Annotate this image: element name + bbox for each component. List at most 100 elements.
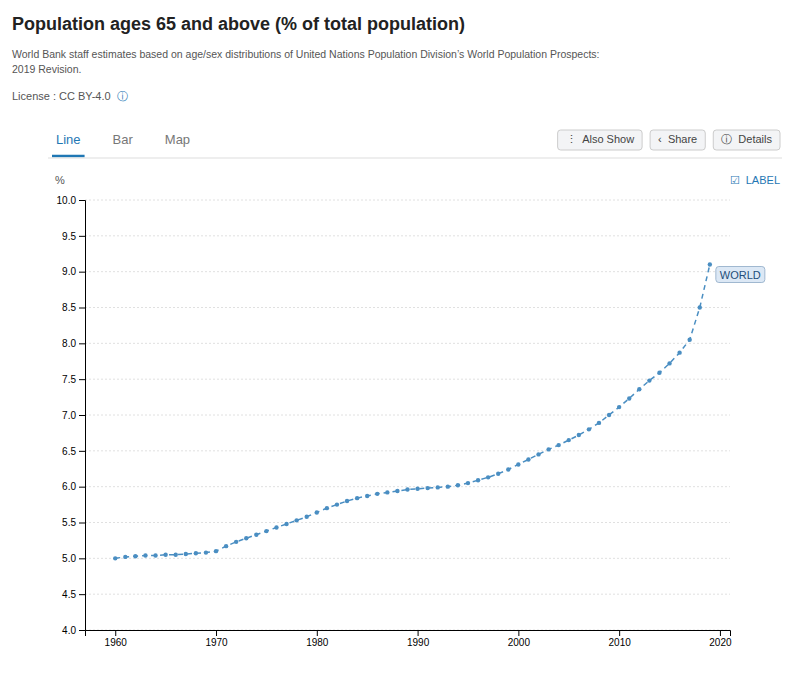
point	[536, 452, 540, 456]
point	[335, 502, 339, 506]
grid-line	[85, 235, 730, 236]
y-tick-label: 6.0	[62, 481, 76, 492]
y-tick-mark	[79, 594, 85, 595]
x-tick-mark	[317, 630, 318, 636]
point	[294, 518, 298, 522]
x-tick-mark	[619, 630, 620, 636]
y-axis-line	[79, 201, 86, 631]
x-tick-label: 1980	[306, 637, 329, 648]
y-tick-label: 5.5	[62, 517, 76, 528]
button: ⓘ Details	[713, 130, 780, 150]
point	[234, 540, 238, 544]
point	[264, 529, 268, 533]
tab: Bar	[113, 132, 134, 147]
x-tick: 2020	[709, 630, 732, 648]
y-tick-mark	[79, 379, 85, 380]
point	[698, 305, 702, 309]
y-tick: 8.0	[62, 338, 85, 349]
point	[667, 361, 671, 365]
point	[657, 371, 661, 375]
point	[627, 396, 631, 400]
annotation: WORLD	[716, 267, 765, 283]
x-tick: 1990	[407, 630, 430, 648]
point	[415, 487, 419, 491]
x-axis-line	[86, 631, 731, 637]
point	[486, 475, 490, 479]
y-tick-mark	[79, 630, 85, 631]
x-tick: 1980	[306, 630, 329, 648]
point	[577, 433, 581, 437]
y-tick-mark	[79, 523, 85, 524]
y-tick-label: 8.5	[62, 302, 76, 313]
license: License : CC BY-4.0	[12, 90, 111, 102]
y-tick: 7.0	[62, 410, 85, 421]
y-tick-label: 10.0	[57, 195, 77, 206]
point	[677, 350, 681, 354]
y-tick: 6.5	[62, 446, 85, 457]
x-tick-label: 2000	[508, 637, 531, 648]
y-tick-label: 4.5	[62, 589, 76, 600]
y-axis: 4.0 4.5 5.0 5.5 6.0 6.5 7.0 7.5 8.0 8.5 9.0 9.5 10.0	[57, 195, 86, 636]
point	[405, 487, 409, 491]
point	[355, 496, 359, 500]
y-tick-mark	[79, 558, 85, 559]
button-label: ⋮ Also Show	[566, 133, 635, 145]
point	[365, 494, 369, 498]
point	[174, 553, 178, 557]
x-tick: 1970	[205, 630, 228, 648]
point	[607, 413, 611, 417]
point	[214, 549, 218, 553]
x-tick-label: 1990	[407, 637, 430, 648]
button-box	[558, 130, 642, 150]
license-icon: ⓘ	[117, 90, 128, 102]
y-tick: 4.5	[62, 589, 85, 600]
point	[556, 443, 560, 447]
y-axis-label: %	[55, 174, 65, 186]
point	[244, 536, 248, 540]
y-tick-mark	[79, 200, 85, 201]
point	[184, 552, 188, 556]
y-tick: 9.0	[62, 266, 85, 277]
x-tick-mark	[720, 630, 721, 636]
annotation-box	[716, 267, 765, 283]
title: Population ages 65 and above (% of total…	[12, 14, 465, 34]
point	[687, 338, 691, 342]
grid-line	[85, 379, 730, 380]
point	[274, 525, 278, 529]
y-tick: 10.0	[57, 195, 85, 206]
point	[385, 490, 389, 494]
button: ⋮ Also Show	[558, 130, 642, 150]
grid-line	[85, 343, 730, 344]
button: ‹ Share	[650, 130, 705, 150]
point	[375, 492, 379, 496]
y-tick-mark	[79, 451, 85, 452]
grid-line	[85, 271, 730, 272]
y-tick: 7.5	[62, 374, 85, 385]
series-line	[115, 265, 710, 559]
point	[133, 554, 137, 558]
checkbox: ☑ LABEL	[730, 174, 780, 186]
point	[395, 489, 399, 493]
point	[305, 515, 309, 519]
x-tick-mark	[115, 630, 116, 636]
y-tick-mark	[79, 487, 85, 488]
y-tick-label: 8.0	[62, 338, 76, 349]
point	[163, 553, 167, 557]
y-tick-label: 7.5	[62, 374, 76, 385]
grid-line	[85, 558, 730, 559]
y-tick-label: 9.5	[62, 231, 76, 242]
y-tick-label: 9.0	[62, 266, 76, 277]
y-tick-label: 7.0	[62, 410, 76, 421]
point	[143, 553, 147, 557]
point	[113, 556, 117, 560]
x-tick: 2000	[508, 630, 531, 648]
point	[516, 462, 520, 466]
grid-line	[85, 486, 730, 487]
subtitle: 2019 Revision.	[12, 63, 81, 75]
point	[194, 551, 198, 555]
y-tick-label: 5.0	[62, 553, 76, 564]
button-box	[713, 130, 780, 150]
y-tick-mark	[79, 308, 85, 309]
y-tick-label: 4.0	[62, 625, 76, 636]
point	[466, 481, 470, 485]
